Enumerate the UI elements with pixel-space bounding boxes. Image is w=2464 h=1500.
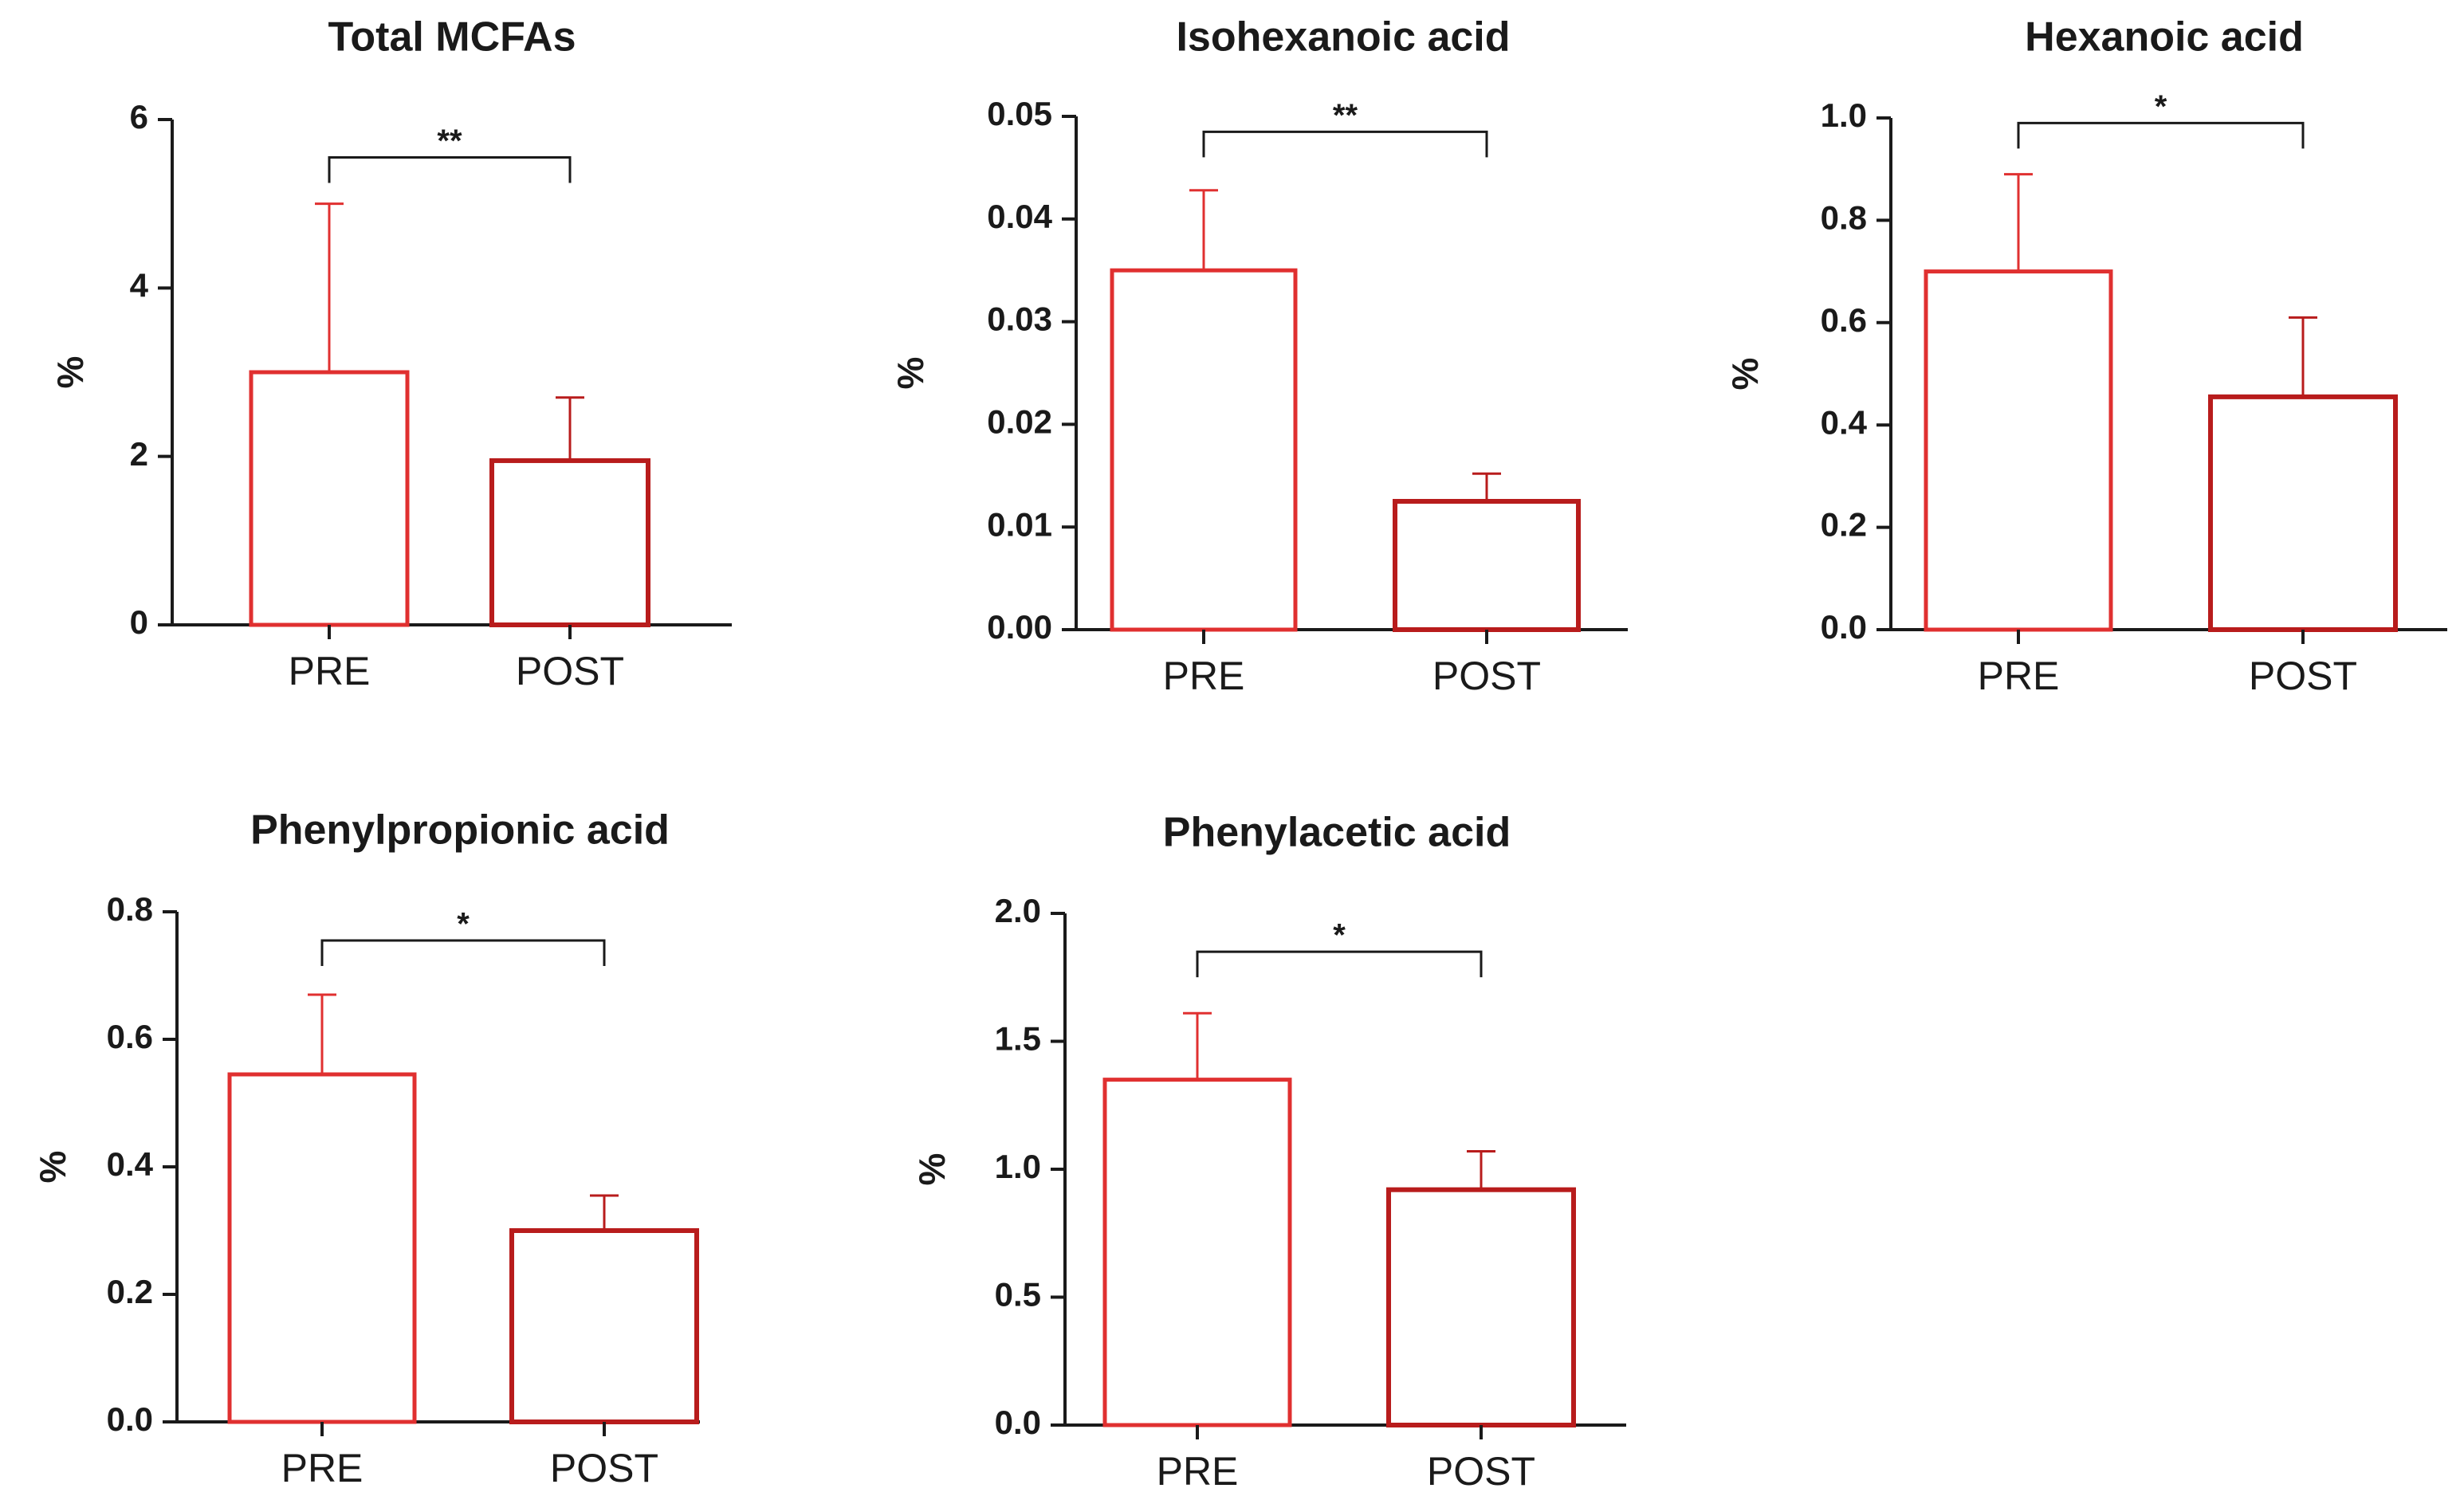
significance-bracket xyxy=(328,156,572,183)
bar-post xyxy=(489,457,650,628)
chart-title: Hexanoic acid xyxy=(2025,14,2304,61)
chart-panel: Phenylpropionic acid% 0.0 0.2 0.4 0.6 0.8 PRE P… xyxy=(32,807,700,1490)
y-tick-label: 0.5 xyxy=(995,1276,1041,1313)
significance-marker: ** xyxy=(1333,98,1358,133)
significance-marker: ** xyxy=(437,124,462,159)
bar-post xyxy=(1386,1187,1576,1428)
chart-panel: Total MCFAs% 0 2 4 6 PRE POST ** xyxy=(49,14,732,693)
significance-bracket xyxy=(1202,130,1488,158)
y-tick-label: 0.8 xyxy=(107,890,153,928)
significance-bracket xyxy=(320,939,606,966)
bar-post xyxy=(509,1228,699,1424)
bar-pre xyxy=(249,370,410,627)
significance-bracket xyxy=(1196,950,1483,978)
y-tick-label: 2 xyxy=(130,435,148,473)
y-tick-label: 0.05 xyxy=(987,95,1052,132)
chart-panel: Hexanoic acid% 0.0 0.2 0.4 0.6 0.8 1.0 PRE POST * xyxy=(1724,14,2447,698)
y-tick-label: 0.8 xyxy=(1821,198,1867,236)
y-tick-label: 0.0 xyxy=(107,1400,153,1438)
x-tick-label: PRE xyxy=(281,1446,364,1490)
y-tick-label: 1.0 xyxy=(1821,96,1867,134)
significance-marker: * xyxy=(2155,89,2167,124)
y-tick-label: 2.0 xyxy=(995,892,1041,929)
significance-bracket xyxy=(2017,121,2305,149)
bar-pre xyxy=(1924,269,2113,632)
chart-title: Total MCFAs xyxy=(328,14,576,61)
significance-marker: * xyxy=(1333,918,1346,953)
x-tick-label: PRE xyxy=(1978,654,2060,698)
y-tick-label: 0.2 xyxy=(107,1273,153,1310)
bar-pre xyxy=(1110,268,1298,632)
significance-marker: * xyxy=(457,907,470,942)
y-axis-label: % xyxy=(1724,358,1766,391)
bar-pre xyxy=(227,1072,417,1424)
y-tick-label: 0.0 xyxy=(1821,608,1867,646)
y-axis-label: % xyxy=(890,357,931,390)
y-tick-label: 0.02 xyxy=(987,402,1052,440)
x-tick-label: POST xyxy=(550,1446,658,1490)
y-tick-label: 0.03 xyxy=(987,300,1052,338)
y-tick-label: 0.4 xyxy=(1821,403,1868,441)
y-tick-label: 0.01 xyxy=(987,505,1052,543)
bar-pre xyxy=(1102,1078,1292,1427)
y-tick-label: 0.04 xyxy=(987,198,1052,235)
chart-title: Phenylpropionic acid xyxy=(250,807,670,854)
x-tick-label: POST xyxy=(1432,654,1541,698)
chart-panel: Isohexanoic acid% 0.00 0.01 0.02 0.03 0.04 0.0… xyxy=(890,14,1628,698)
x-tick-label: POST xyxy=(516,649,624,693)
x-tick-label: POST xyxy=(1427,1449,1535,1494)
y-axis-label: % xyxy=(32,1151,73,1184)
chart-title: Phenylacetic acid xyxy=(1163,810,1511,856)
y-tick-label: 0.0 xyxy=(995,1404,1041,1441)
x-tick-label: PRE xyxy=(289,649,371,693)
chart-title: Isohexanoic acid xyxy=(1176,14,1510,61)
x-tick-label: POST xyxy=(2249,654,2357,698)
y-tick-label: 0.2 xyxy=(1821,506,1867,544)
y-tick-label: 0 xyxy=(130,603,148,641)
chart-panel: Phenylacetic acid% 0.0 0.5 1.0 1.5 2.0 PRE POST… xyxy=(911,810,1626,1494)
y-axis-label: % xyxy=(911,1153,953,1186)
y-tick-label: 6 xyxy=(130,98,148,135)
bar-post xyxy=(1393,499,1581,632)
y-tick-label: 0.6 xyxy=(1821,301,1867,339)
y-tick-label: 1.5 xyxy=(995,1020,1041,1058)
y-tick-label: 4 xyxy=(130,266,149,304)
bar-post xyxy=(2208,394,2398,632)
y-tick-label: 0.4 xyxy=(107,1145,154,1183)
y-tick-label: 0.00 xyxy=(987,608,1052,646)
y-axis-label: % xyxy=(49,356,91,389)
y-tick-label: 1.0 xyxy=(995,1148,1041,1185)
x-tick-label: PRE xyxy=(1163,654,1245,698)
x-tick-label: PRE xyxy=(1157,1449,1239,1494)
y-tick-label: 0.6 xyxy=(107,1018,153,1055)
